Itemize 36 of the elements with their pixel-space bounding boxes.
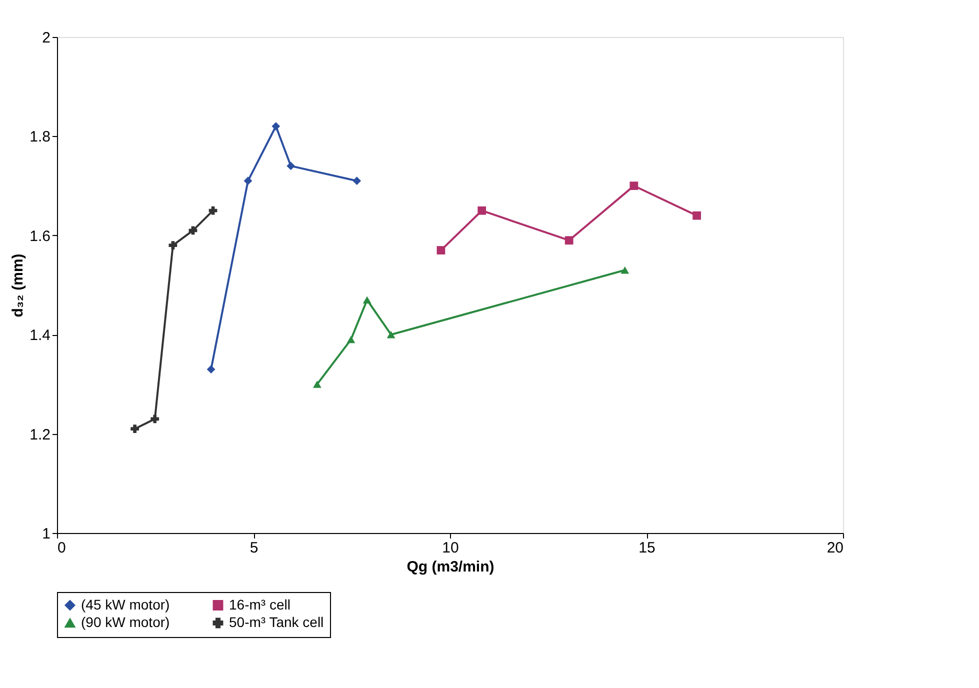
x-tick-label: 15: [638, 540, 656, 556]
x-tick-label: 5: [250, 540, 258, 556]
x-tick-label: 10: [442, 540, 459, 556]
point: [208, 206, 218, 215]
y-tick-label: 1.4: [30, 327, 50, 344]
point: [564, 236, 574, 245]
point: [692, 211, 701, 220]
x-tick-label: 20: [826, 540, 844, 556]
point: [168, 241, 178, 250]
point: [206, 365, 216, 374]
point: [436, 246, 446, 254]
point: [346, 336, 356, 344]
point: [352, 176, 362, 186]
y-tick-label: 1: [42, 526, 50, 542]
point: [630, 182, 638, 190]
y-tick-label: 1.8: [30, 128, 50, 146]
legend-label: 50-m³ Tank cell: [229, 614, 324, 630]
y-tick-label: 1.6: [30, 228, 50, 245]
point: [386, 330, 396, 338]
point: [150, 414, 160, 424]
point: [130, 424, 139, 434]
point: [362, 296, 372, 304]
legend-label: 16-m³ cell: [229, 596, 290, 612]
y-tick-label: 2: [42, 30, 50, 46]
legend-label: (90 kW motor): [81, 614, 170, 630]
point: [478, 206, 486, 215]
x-axis-title: Qg (m3/min): [406, 558, 494, 576]
x-tick-label: 0: [58, 540, 66, 556]
point: [312, 380, 322, 388]
point: [620, 266, 630, 274]
y-axis-title: d₃₂ (mm): [10, 254, 27, 318]
point: [272, 122, 280, 130]
point: [286, 162, 296, 170]
point: [244, 176, 252, 186]
legend-label: (45 kW motor): [81, 596, 170, 612]
y-tick-label: 1.2: [30, 426, 50, 444]
